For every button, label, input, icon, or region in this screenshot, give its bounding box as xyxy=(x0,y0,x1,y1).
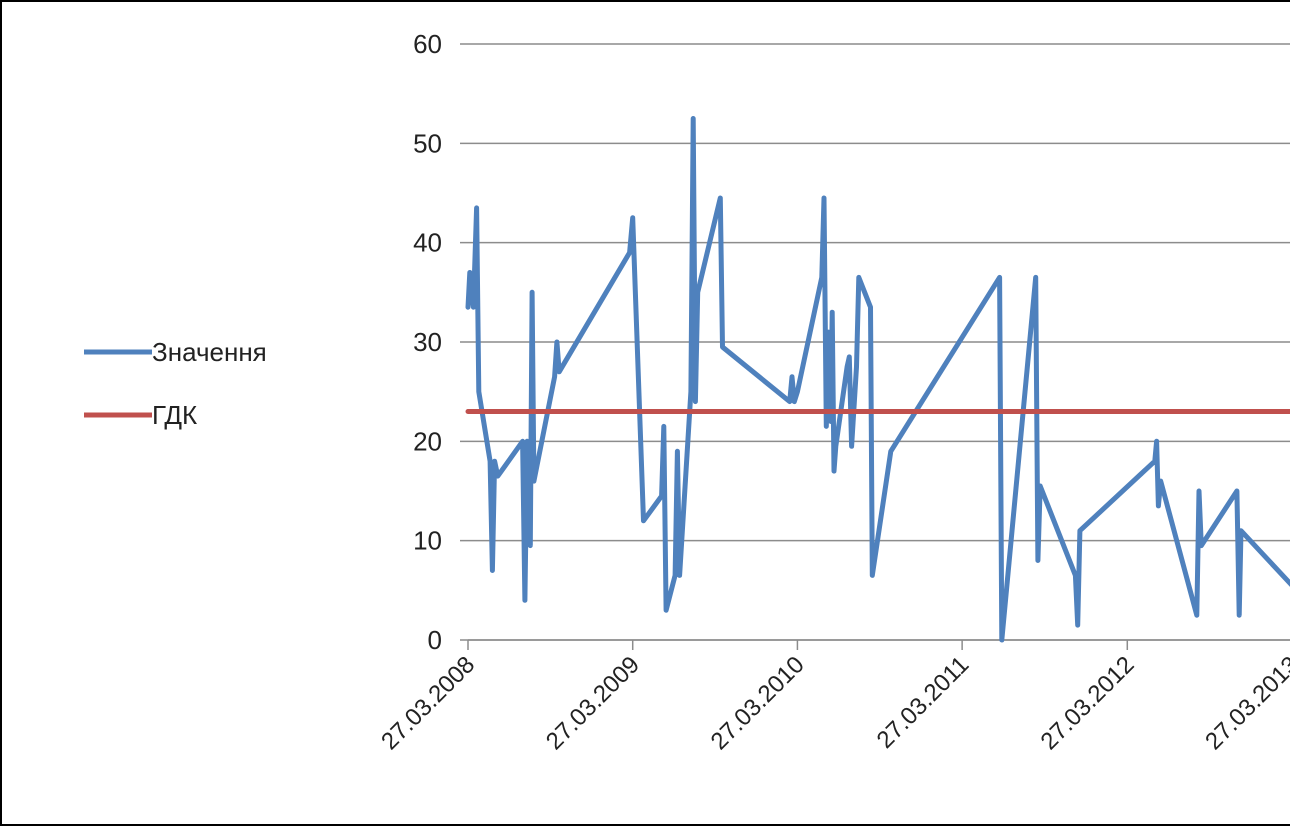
y-tick-label: 50 xyxy=(413,128,442,158)
x-tick-label: 27.03.2010 xyxy=(706,651,810,755)
y-tick-label: 0 xyxy=(428,625,442,655)
x-tick-label: 27.03.2012 xyxy=(1035,651,1139,755)
y-tick-label: 30 xyxy=(413,327,442,357)
x-axis-ticks: 27.03.2008 27.03.2009 27.03.2010 27.03.2011… xyxy=(376,639,1290,755)
x-tick-label: 27.03.2011 xyxy=(872,651,975,754)
legend-label-0: Значення xyxy=(152,337,267,367)
legend-label-1: ГДК xyxy=(152,400,197,430)
x-tick-label: 27.03.2009 xyxy=(541,651,645,755)
gridlines xyxy=(460,43,1290,641)
x-tick-label: 27.03.2013 xyxy=(1200,651,1290,755)
legend: Значення ГДК xyxy=(84,337,267,430)
y-axis-ticks: 0 10 20 30 40 50 60 xyxy=(413,29,442,655)
series-line-0 xyxy=(465,116,1290,643)
y-tick-label: 40 xyxy=(413,228,442,258)
y-tick-label: 10 xyxy=(413,526,442,556)
y-tick-label: 60 xyxy=(413,29,442,59)
x-tick-label: 27.03.2008 xyxy=(376,651,480,755)
y-tick-label: 20 xyxy=(413,426,442,456)
series-lines xyxy=(465,116,1290,643)
